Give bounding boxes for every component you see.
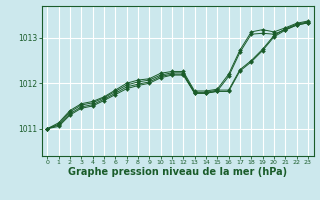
X-axis label: Graphe pression niveau de la mer (hPa): Graphe pression niveau de la mer (hPa) [68, 167, 287, 177]
